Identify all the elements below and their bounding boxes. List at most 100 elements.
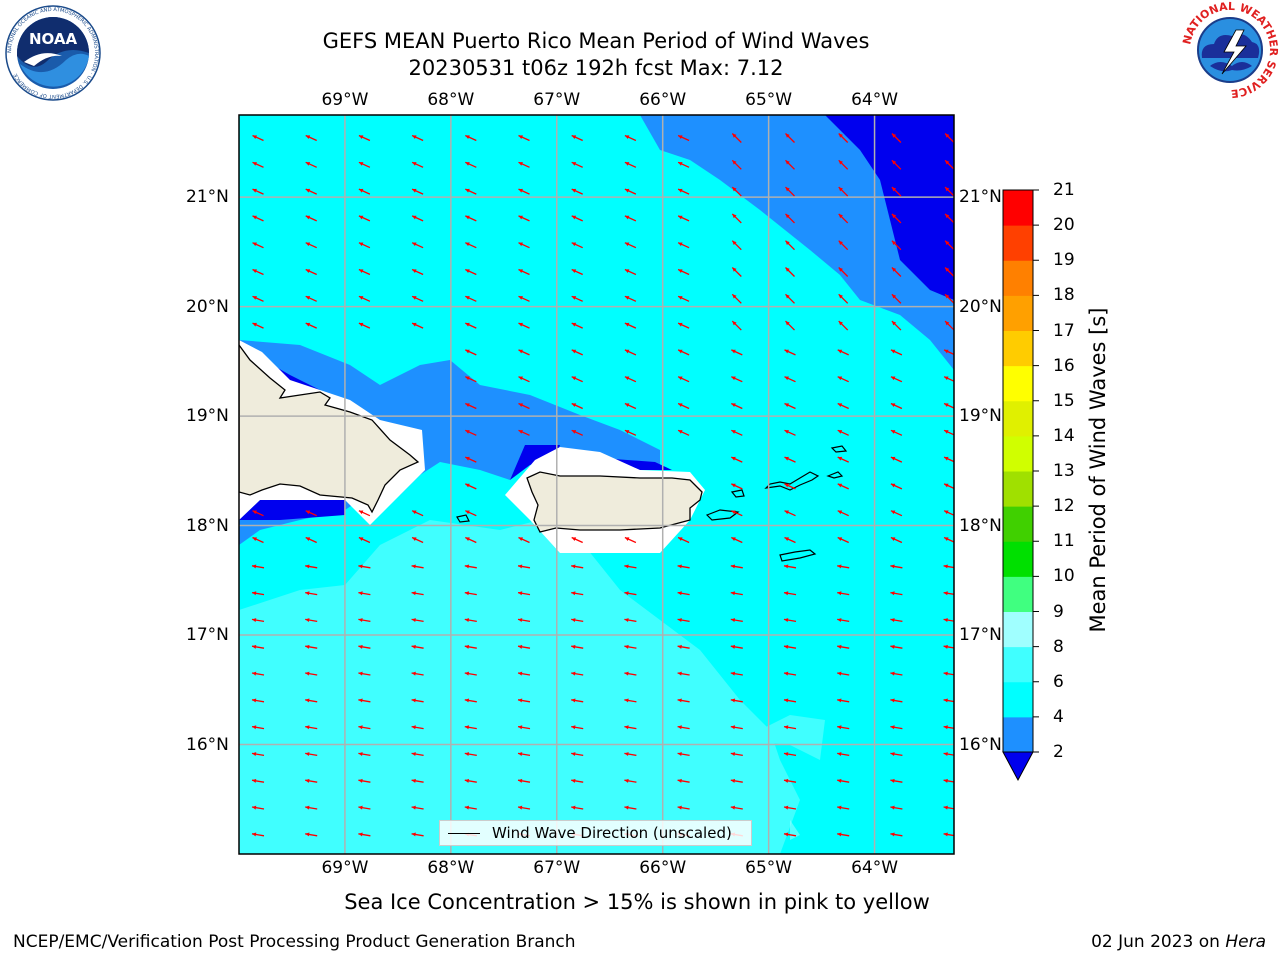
wave-arrow: [465, 215, 477, 222]
lat-tick-right-1: 20°N: [959, 296, 1002, 317]
wave-arrow: [890, 618, 903, 623]
colorbar-segment-12-13: [1003, 471, 1033, 507]
wave-arrow: [624, 188, 637, 195]
lon-tick-bottom-4: 65°W: [745, 858, 793, 878]
wave-arrow: [731, 293, 742, 304]
wave-arrow: [252, 134, 264, 142]
lon-tick-bottom-3: 66°W: [639, 858, 687, 878]
colorbar-segment-13-14: [1003, 435, 1033, 472]
lat-tick-right-2: 19°N: [959, 406, 1002, 427]
wave-arrow: [624, 698, 637, 703]
wave-arrow: [837, 483, 849, 490]
wave-arrow: [305, 832, 318, 837]
wave-arrow: [518, 215, 530, 222]
wave-arrow: [305, 536, 317, 544]
wave-arrow: [624, 805, 637, 810]
wave-arrow: [571, 805, 584, 810]
colorbar-label-9: 9: [1053, 601, 1064, 622]
colorbar-label-11: 11: [1053, 531, 1075, 552]
colorbar-segment-15-16: [1003, 365, 1033, 402]
lat-tick-left-3: 18°N: [186, 515, 229, 536]
wave-arrow: [517, 564, 531, 569]
wave-arrow: [677, 778, 690, 783]
colorbar: [1002, 189, 1039, 782]
wave-arrow: [838, 159, 849, 170]
wave-arrow: [411, 215, 424, 222]
wave-arrow: [464, 725, 477, 730]
wave-arrow: [730, 805, 743, 810]
lon-tick-bottom-0: 69°W: [321, 858, 369, 878]
lon-tick-bottom-5: 64°W: [851, 858, 899, 878]
wave-arrow: [358, 215, 371, 222]
wave-arrow: [731, 429, 743, 436]
wave-arrow: [624, 215, 637, 222]
wave-arrow: [252, 242, 264, 249]
wave-arrow: [517, 805, 531, 810]
colorbar-label-10: 10: [1053, 566, 1075, 587]
wave-arrow: [890, 832, 903, 837]
wave-arrow: [837, 698, 850, 703]
wave-arrow: [305, 268, 317, 276]
colorbar-segment-4-6: [1003, 681, 1033, 718]
wave-arrow: [251, 618, 265, 623]
colorbar-segment-8-9: [1003, 611, 1033, 648]
colorbar-segment-9-10: [1003, 576, 1033, 612]
lon-tick-top-0: 69°W: [321, 90, 369, 110]
wave-arrow: [411, 698, 424, 703]
period-band-lt2-northeast: [825, 115, 954, 300]
wave-arrow: [837, 510, 849, 517]
wave-arrow: [890, 644, 903, 649]
wave-arrow: [517, 698, 531, 703]
wave-arrow: [464, 644, 477, 649]
wave-arrow: [517, 644, 531, 649]
land-virgin-islands: [764, 471, 820, 491]
wave-arrow: [305, 215, 317, 222]
colorbar-segment-11-12: [1003, 506, 1033, 542]
wave-arrow: [251, 644, 265, 649]
wave-arrow: [305, 698, 318, 703]
wave-arrow: [571, 698, 584, 703]
wave-arrow: [624, 429, 637, 436]
wave-arrow: [890, 752, 903, 757]
wave-arrow: [731, 402, 743, 410]
wave-arrow: [358, 564, 371, 569]
land-sombrero: [830, 445, 848, 453]
land-puerto-rico: [526, 471, 703, 533]
wave-arrow: [731, 536, 743, 544]
wave-arrow: [411, 752, 424, 757]
wave-arrow: [783, 591, 797, 596]
wave-arrow: [251, 591, 265, 596]
wave-arrow: [890, 456, 903, 463]
wave-arrow: [624, 268, 637, 276]
wave-arrow: [677, 564, 690, 569]
wave-arrow: [783, 618, 797, 623]
wave-arrow: [731, 186, 742, 197]
wave-arrow: [358, 832, 371, 837]
colorbar-segment-17-18: [1003, 295, 1033, 331]
wave-arrow: [837, 644, 850, 649]
wave-arrow: [252, 536, 264, 544]
footer-organization: NCEP/EMC/Verification Post Processing Pr…: [13, 932, 576, 952]
wave-arrow: [358, 295, 371, 302]
wave-arrow: [890, 483, 903, 490]
colorbar-label-15: 15: [1053, 390, 1075, 411]
wave-arrow: [677, 349, 690, 356]
wave-arrow: [837, 376, 849, 383]
wave-arrow: [571, 134, 583, 142]
wave-arrow: [624, 349, 637, 356]
wave-arrow: [358, 671, 371, 676]
wave-arrow: [465, 322, 477, 329]
colorbar-label-2: 2: [1053, 742, 1064, 762]
wave-arrow: [785, 186, 795, 197]
wave-arrow: [571, 725, 584, 730]
wave-arrow: [411, 778, 424, 783]
wave-arrow: [944, 240, 954, 251]
wave-arrow: [784, 483, 796, 490]
wave-arrow: [944, 159, 954, 170]
wave-arrow: [890, 671, 903, 676]
wave-arrow: [730, 618, 743, 623]
wave-arrow: [251, 832, 265, 837]
wave-arrow: [890, 564, 903, 569]
footer-date: 02 Jun 2023 on Hera: [1091, 932, 1266, 952]
